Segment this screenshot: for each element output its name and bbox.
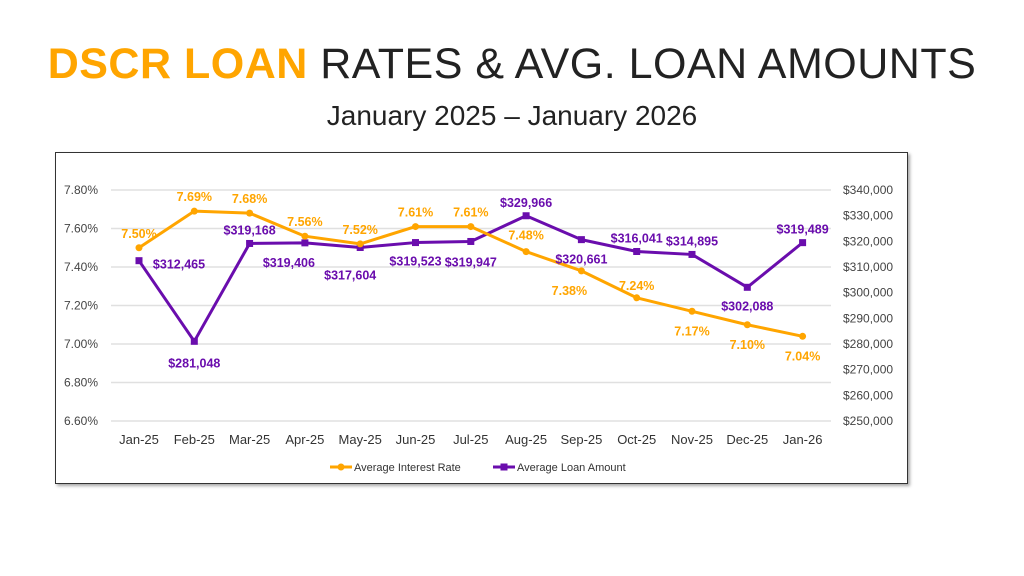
loan-marker	[412, 239, 419, 247]
rate-marker	[356, 240, 364, 248]
loan-data-label: $319,168	[224, 223, 276, 237]
rate-marker	[522, 248, 530, 256]
rate-marker	[467, 223, 475, 231]
rate-data-label: 7.10%	[730, 338, 765, 352]
title-highlight: DSCR LOAN	[47, 40, 308, 88]
x-axis-tick: Jan-26	[783, 432, 823, 447]
rate-marker	[743, 321, 751, 329]
loan-data-label: $281,048	[168, 356, 220, 370]
right-axis-tick: $320,000	[843, 234, 893, 248]
x-axis-tick: Dec-25	[726, 432, 768, 447]
rate-marker	[135, 244, 143, 252]
legend-rate-marker	[337, 463, 345, 471]
left-axis-tick: 7.40%	[64, 260, 98, 274]
chart-container: 6.60% 6.80% 7.00% 7.20% 7.40% 7.60% 7.80% $250,…	[55, 152, 908, 484]
x-axis-tick: May-25	[339, 432, 382, 447]
loan-marker	[356, 243, 364, 251]
title-rest: RATES & AVG. LOAN AMOUNTS	[320, 40, 977, 88]
loan-data-label: $319,406	[263, 256, 315, 270]
loan-marker	[246, 239, 254, 247]
right-axis-tick: $270,000	[843, 363, 893, 377]
rate-marker	[799, 332, 807, 340]
right-axis-tick: $260,000	[843, 388, 893, 402]
line-chart: 6.60% 6.80% 7.00% 7.20% 7.40% 7.60% 7.80% $250,…	[64, 183, 893, 474]
loan-marker	[467, 237, 475, 245]
rate-data-label: 7.61%	[398, 206, 433, 220]
loan-marker	[522, 212, 530, 220]
rate-marker	[577, 267, 585, 275]
loan-data-label: $320,661	[555, 253, 607, 267]
x-axis-tick: Jun-25	[396, 432, 436, 447]
loan-data-label: $302,088	[721, 299, 773, 313]
left-axis-tick: 7.00%	[64, 337, 98, 351]
legend-loan-marker	[500, 463, 508, 471]
x-axis-tick: Jan-25	[119, 432, 159, 447]
legend-loan-label: Average Loan Amount	[517, 462, 626, 474]
loan-marker	[190, 337, 198, 345]
loan-data-label: $319,947	[445, 255, 497, 269]
rate-data-label: 7.04%	[785, 349, 820, 363]
loan-marker	[577, 236, 585, 244]
rate-data-label: 7.68%	[232, 192, 267, 206]
page-subtitle: January 2025 – January 2026	[326, 100, 698, 131]
loan-marker	[688, 250, 696, 258]
loan-marker	[799, 239, 807, 247]
x-axis-tick: Apr-25	[285, 432, 324, 447]
rate-data-label: 7.56%	[287, 215, 322, 229]
right-axis-tick: $300,000	[843, 286, 893, 300]
left-axis-tick: 7.20%	[64, 299, 98, 313]
x-axis-tick: Aug-25	[505, 432, 547, 447]
rate-marker	[246, 209, 254, 217]
rate-marker	[688, 307, 696, 315]
x-axis-tick: Mar-25	[229, 432, 270, 447]
loan-data-label: $317,604	[324, 268, 376, 282]
right-axis-tick: $280,000	[843, 337, 893, 351]
x-axis-tick: Sep-25	[560, 432, 602, 447]
left-axis-tick: 7.80%	[64, 183, 98, 197]
loan-marker	[633, 247, 641, 255]
loan-data-label: $319,523	[389, 255, 441, 269]
right-axis-tick: $330,000	[843, 209, 893, 223]
rate-data-label: 7.50%	[121, 227, 156, 241]
rate-data-label: 7.38%	[552, 284, 587, 298]
right-axis-tick: $250,000	[843, 414, 893, 428]
x-axis-tick: Oct-25	[617, 432, 656, 447]
right-axis-tick: $310,000	[843, 260, 893, 274]
loan-data-label: $312,465	[153, 258, 205, 272]
loan-data-label: $314,895	[666, 234, 718, 248]
rate-marker	[301, 232, 309, 240]
rate-data-label: 7.48%	[508, 229, 543, 243]
page-title: DSCR LOAN RATES & AVG. LOAN AMOUNTS	[0, 40, 1024, 89]
rate-marker	[412, 223, 419, 231]
left-axis-tick: 7.60%	[64, 222, 98, 236]
loan-marker	[301, 239, 309, 247]
rate-marker	[633, 294, 641, 302]
loan-data-label: $316,041	[611, 231, 663, 245]
left-axis-tick: 6.60%	[64, 414, 98, 428]
rate-data-label: 7.69%	[177, 190, 212, 204]
legend-rate-label: Average Interest Rate	[354, 462, 461, 474]
rate-data-label: 7.17%	[674, 324, 709, 338]
rate-data-label: 7.52%	[342, 223, 377, 237]
loan-data-label: $329,966	[500, 196, 552, 210]
rate-data-label: 7.61%	[453, 206, 488, 220]
right-axis-tick: $290,000	[843, 311, 893, 325]
x-axis-tick: Feb-25	[174, 432, 215, 447]
loan-marker	[135, 257, 143, 265]
loan-data-label: $319,489	[777, 223, 829, 237]
left-axis-tick: 6.80%	[64, 376, 98, 390]
loan-marker	[743, 283, 751, 291]
right-axis-tick: $340,000	[843, 183, 893, 197]
rate-data-label: 7.24%	[619, 279, 654, 293]
x-axis-tick: Nov-25	[671, 432, 713, 447]
rate-marker	[190, 207, 198, 215]
x-axis-tick: Jul-25	[453, 432, 488, 447]
